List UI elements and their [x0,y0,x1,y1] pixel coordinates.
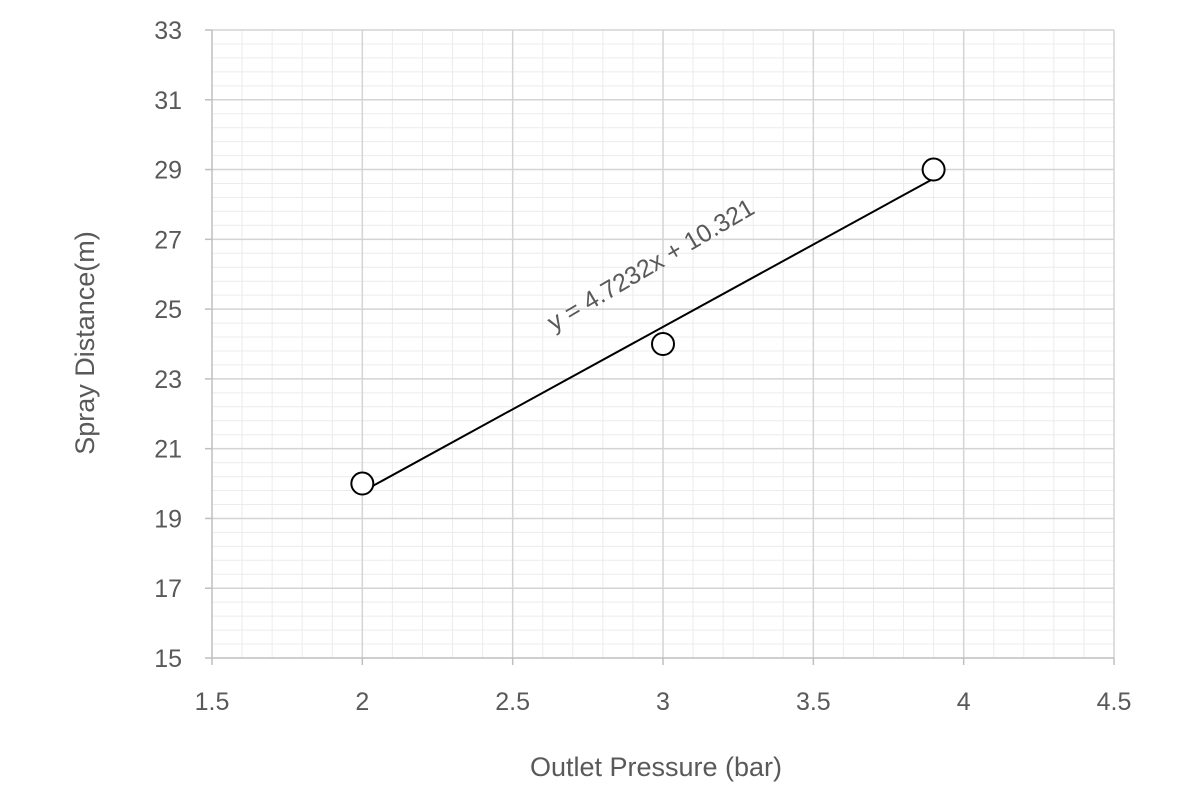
y-tick-label: 27 [154,226,182,254]
y-tick-label: 29 [154,157,182,185]
y-tick-label: 33 [154,17,182,45]
data-points [350,157,946,496]
trendline-group [361,177,935,493]
y-axis-title: Spray Distance(m) [70,231,100,455]
y-tick-label: 17 [154,575,182,603]
data-point [651,332,675,356]
x-tick-labels: 1.5 2 2.5 3 3.5 4 4.5 [195,688,1132,716]
x-tick-label: 4.5 [1097,688,1132,716]
y-tick-label: 31 [154,87,182,115]
y-tick-label: 25 [154,296,182,324]
x-tick-label: 4 [957,688,971,716]
data-point [350,471,375,496]
y-tick-labels: 15 17 19 21 23 25 27 29 31 33 [154,17,182,673]
trendline-equation: y = 4.7232x + 10.321 [543,193,760,336]
x-tick-label: 2.5 [495,688,530,716]
x-tick-label: 1.5 [195,688,230,716]
y-tick-label: 23 [154,366,182,394]
major-gridlines [212,29,1115,658]
y-tick-label: 21 [154,436,182,464]
data-point [921,157,946,182]
x-tick-label: 3 [656,688,670,716]
y-tick-label: 19 [154,505,182,533]
x-axis-title: Outlet Pressure (bar) [530,752,782,782]
x-tick-label: 2 [355,688,369,716]
y-tick-label: 15 [154,645,182,673]
x-tick-label: 3.5 [796,688,831,716]
trendline [361,177,935,493]
axes [205,29,1115,665]
